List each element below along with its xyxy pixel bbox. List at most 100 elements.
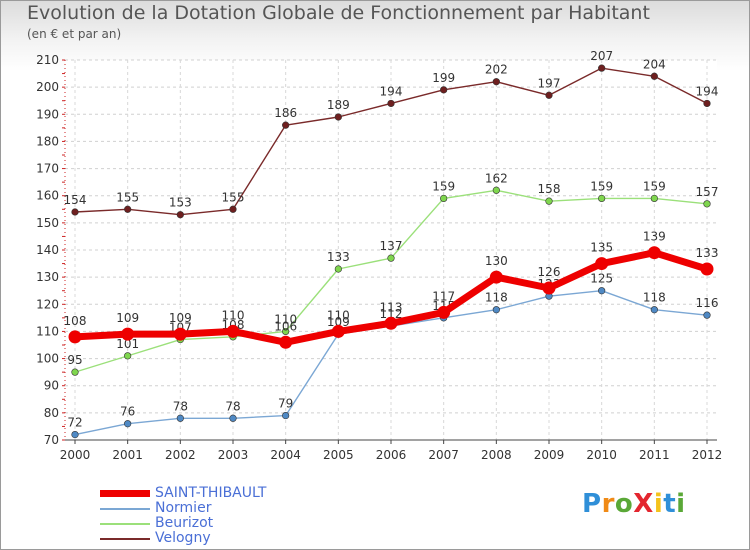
data-point bbox=[282, 121, 290, 129]
chart-title: Evolution de la Dotation Globale de Fonc… bbox=[27, 2, 650, 24]
data-point bbox=[545, 197, 553, 205]
logo-letter: P bbox=[582, 489, 602, 519]
data-label: 116 bbox=[696, 296, 719, 310]
data-label: 194 bbox=[696, 84, 719, 98]
data-point bbox=[703, 200, 711, 208]
data-point bbox=[71, 208, 79, 216]
logo-letter: t bbox=[663, 489, 677, 519]
data-point bbox=[124, 205, 132, 213]
data-label: 162 bbox=[485, 171, 508, 185]
y-tick-label: 70 bbox=[44, 433, 59, 447]
data-point bbox=[229, 414, 237, 422]
data-label: 137 bbox=[380, 239, 403, 253]
data-point bbox=[282, 411, 290, 420]
x-tick-label: 2006 bbox=[376, 448, 407, 462]
data-point bbox=[598, 194, 606, 203]
data-label: 186 bbox=[274, 106, 297, 120]
data-label: 154 bbox=[64, 193, 87, 207]
y-tick-label: 160 bbox=[36, 189, 59, 203]
data-label: 139 bbox=[643, 230, 666, 244]
data-label: 204 bbox=[643, 57, 666, 71]
data-label: 108 bbox=[64, 314, 87, 328]
data-label: 130 bbox=[485, 254, 508, 268]
data-point bbox=[387, 99, 395, 108]
data-label: 126 bbox=[538, 265, 561, 279]
data-label: 125 bbox=[590, 272, 613, 286]
data-label: 118 bbox=[485, 291, 508, 305]
y-tick-label: 200 bbox=[36, 80, 59, 94]
y-tick-label: 190 bbox=[36, 107, 59, 121]
series-normier: 7276787879109112115118123125118116 bbox=[67, 272, 719, 439]
logo-letter: i bbox=[676, 489, 686, 519]
series-velogny: 154 155 153 155 186 189 194 199 202 197 207 204 194 bbox=[64, 49, 719, 219]
data-label: 76 bbox=[120, 405, 135, 419]
x-tick-label: 2003 bbox=[218, 448, 249, 462]
data-label: 72 bbox=[67, 416, 82, 430]
data-label: 110 bbox=[222, 308, 245, 322]
x-tick-label: 2012 bbox=[692, 448, 723, 462]
data-point bbox=[437, 305, 451, 319]
data-point bbox=[279, 335, 293, 349]
data-label: 110 bbox=[327, 308, 350, 322]
data-point bbox=[650, 72, 658, 80]
logo-letter: r bbox=[601, 489, 615, 519]
data-label: 133 bbox=[327, 250, 350, 264]
data-point bbox=[703, 99, 711, 108]
x-tick-label: 2002 bbox=[165, 448, 196, 462]
y-tick-label: 130 bbox=[36, 270, 59, 284]
data-point bbox=[440, 86, 448, 94]
data-point bbox=[650, 306, 658, 314]
x-tick-label: 2007 bbox=[428, 448, 459, 462]
data-point bbox=[440, 194, 448, 203]
logo-letter: X bbox=[633, 489, 654, 519]
data-point bbox=[71, 430, 79, 439]
data-label: 78 bbox=[225, 399, 240, 413]
data-point bbox=[334, 113, 342, 121]
x-tick-label: 2011 bbox=[639, 448, 670, 462]
x-tick-label: 2001 bbox=[112, 448, 143, 462]
data-label: 189 bbox=[327, 98, 350, 112]
x-tick-label: 2004 bbox=[270, 448, 301, 462]
data-label: 197 bbox=[538, 76, 561, 90]
data-point bbox=[595, 257, 609, 271]
data-label: 159 bbox=[643, 179, 666, 193]
data-label: 117 bbox=[432, 289, 455, 303]
x-tick-label: 2005 bbox=[323, 448, 354, 462]
y-tick-label: 110 bbox=[36, 324, 59, 338]
data-label: 202 bbox=[485, 63, 508, 77]
legend-label: SAINT-THIBAULT bbox=[155, 485, 267, 501]
data-point bbox=[384, 316, 398, 330]
data-label: 118 bbox=[643, 291, 666, 305]
data-point bbox=[387, 254, 395, 262]
legend-label: Velogny bbox=[155, 530, 211, 546]
data-label: 95 bbox=[67, 353, 82, 367]
data-point bbox=[542, 281, 556, 295]
data-point bbox=[121, 327, 135, 341]
data-label: 112 bbox=[380, 307, 403, 321]
data-point bbox=[68, 330, 82, 344]
data-label: 79 bbox=[278, 397, 293, 411]
data-point bbox=[282, 327, 290, 336]
chart-subtitle: (en € et par an) bbox=[27, 27, 122, 41]
data-point bbox=[492, 78, 500, 86]
data-label: 155 bbox=[116, 190, 139, 204]
data-label: 159 bbox=[590, 179, 613, 193]
y-tick-label: 170 bbox=[36, 162, 59, 176]
data-label: 207 bbox=[590, 49, 613, 63]
data-label: 109 bbox=[116, 311, 139, 325]
y-tick-label: 140 bbox=[36, 243, 59, 257]
data-point bbox=[334, 265, 342, 273]
data-label: 101 bbox=[116, 337, 139, 351]
data-point bbox=[703, 311, 711, 319]
data-point bbox=[124, 420, 132, 428]
data-label: 159 bbox=[432, 179, 455, 193]
y-tick-label: 80 bbox=[44, 406, 59, 420]
legend-swatch bbox=[100, 508, 150, 510]
data-label: 106 bbox=[274, 319, 297, 333]
legend-swatch bbox=[100, 490, 150, 497]
data-point bbox=[173, 327, 187, 341]
data-point bbox=[598, 64, 606, 72]
data-label: 155 bbox=[222, 190, 245, 204]
